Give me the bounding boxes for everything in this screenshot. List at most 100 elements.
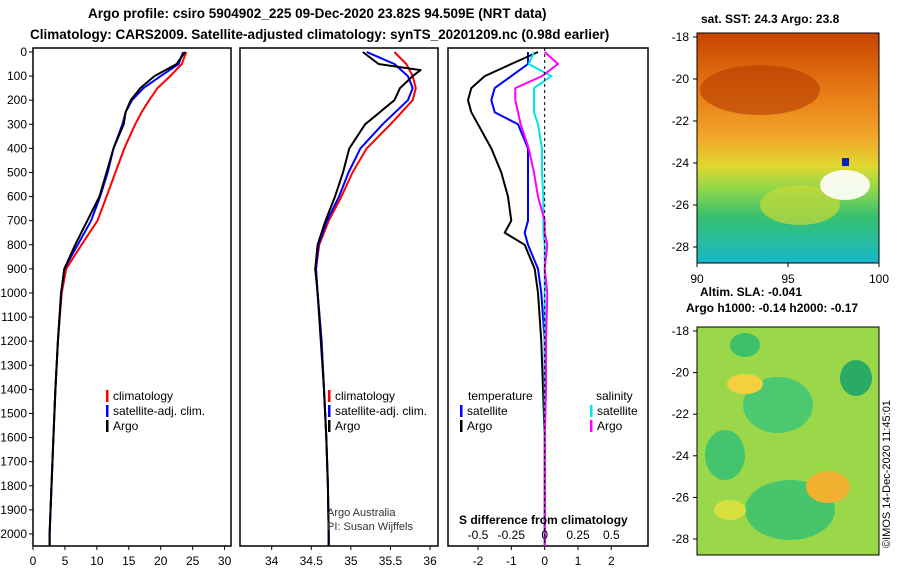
temperature-tick-label-0: 0 [30,554,37,568]
temperature-tick-label-25: 25 [186,554,200,568]
legend-satellite-label: satellite-adj. clim. [113,404,205,418]
salinity-tick-label-36: 36 [423,554,437,568]
temperature-tick-label-20: 20 [154,554,168,568]
temperature-tick-label-5: 5 [62,554,69,568]
sla-lat-label--20: -20 [672,366,690,380]
difference-tick-label-1: 1 [575,554,582,568]
salinity-tick-label-35: 35 [344,554,358,568]
credit-line-1: Argo Australia [327,507,396,519]
legend-climatology-swatch [106,390,109,402]
sst-lat-label--28: -28 [672,240,690,254]
salinity-tick-label-34.5: 34.5 [300,554,324,568]
sal-legend-argo-swatch [328,420,331,432]
depth-tick-label-800: 800 [7,238,27,252]
depth-tick-label-400: 400 [7,141,27,155]
sla-lat-ticks: -18 -20 -22 -24 -26 -28 [672,324,697,546]
sal-legend-climatology-swatch [328,390,331,402]
sal-legend-satellite-swatch [328,405,331,417]
sst-lon-ticks: 90 95 100 [690,263,889,286]
temperature-series [48,51,188,546]
diff-series-salinity-argo-line [514,51,559,546]
sla-lat-label--26: -26 [672,490,690,504]
title-line-2: Climatology: CARS2009. Satellite-adjuste… [30,27,610,42]
sst-cloud-mask [820,170,870,200]
temp-series-satellite-adj-clim--line [48,51,185,546]
sst-warm-patch [700,65,820,115]
sst-lon-label-90: 90 [690,272,704,286]
depth-tick-label-1500: 1500 [0,406,27,420]
legend-sal-satellite-swatch [590,405,593,417]
legend-argo-swatch [106,420,109,432]
sla-warm-blob-2 [727,374,763,394]
legend-temp-satellite-label: satellite [467,404,508,418]
credit-line-2: PI: Susan Wijffels [327,521,413,533]
imos-watermark: ©IMOS 14-Dec-2020 11:45:01 [881,400,893,548]
sla-map-frame [696,326,880,556]
legend-satellite-swatch [106,405,109,417]
difference-tick-label-2: 2 [608,554,615,568]
legend-sal-satellite-label: satellite [597,404,638,418]
sla-blob-3 [705,430,745,480]
temperature-x-axis: 0 5 10 15 20 25 30 [30,546,232,568]
temp-series-argo-line [48,51,186,546]
depth-tick-label-1700: 1700 [0,455,27,469]
difference-tick-label-0: 0 [541,554,548,568]
depth-tick-label-500: 500 [7,165,27,179]
sla-lat-label--18: -18 [672,324,690,338]
sal-series-argo-line [314,51,422,546]
sla-map: -18 -20 -22 -24 -26 -28 [672,324,880,556]
legend-climatology-label: climatology [113,389,173,403]
legend-sal-argo-swatch [590,420,593,432]
sst-lat-label--20: -20 [672,72,690,86]
sst-lon-label-95: 95 [781,272,795,286]
difference-xlabel: S difference from climatology [459,513,628,527]
depth-tick-label-600: 600 [7,190,27,204]
sst-map-title: sat. SST: 24.3 Argo: 23.8 [701,12,840,26]
difference-x-axis: -2 -1 0 1 2 [473,546,615,568]
depth-tick-label-1200: 1200 [0,334,27,348]
difference-tick-label--2: -2 [473,554,484,568]
temperature-legend: climatology satellite-adj. clim. Argo [106,389,205,433]
difference-s-tick-0.25: 0.25 [566,528,590,542]
salinity-panel-frame [239,47,439,547]
sst-lon-label-100: 100 [869,272,889,286]
sst-mid-patch [760,185,840,225]
legend-temp-argo-swatch [460,420,463,432]
sst-map-field [697,33,879,263]
temperature-tick-label-30: 30 [218,554,232,568]
sst-map: -18 -20 -22 -24 -26 -28 90 95 100 [672,30,890,286]
sst-cold-pixel [842,158,849,166]
difference-s-tick-0.5: 0.5 [603,528,620,542]
depth-tick-label-1000: 1000 [0,286,27,300]
temperature-panel-frame [32,47,232,547]
sst-lat-label--18: -18 [672,30,690,44]
sla-blob-4 [840,360,872,396]
sst-lat-ticks: -18 -20 -22 -24 -26 -28 [672,30,697,254]
depth-tick-label-0: 0 [20,45,27,59]
legend-argo-label: Argo [113,419,139,433]
legend-temp-satellite-swatch [460,405,463,417]
depth-tick-label-900: 900 [7,262,27,276]
depth-tick-label-700: 700 [7,214,27,228]
legend-sal-argo-label: Argo [597,419,623,433]
difference-s-tick--0.5: -0.5 [468,528,489,542]
temperature-tick-label-10: 10 [90,554,104,568]
difference-panel-frame [447,47,649,547]
difference-secondary-ticks: -0.5 -0.25 0 0.25 0.5 [468,528,620,542]
difference-legend: temperature salinity satellite Argo sate… [459,389,638,542]
diff-series-temperature-argo-line [467,51,546,546]
depth-tick-label-2000: 2000 [0,527,27,541]
sst-lat-label--26: -26 [672,198,690,212]
sla-title-line-2: Argo h1000: -0.14 h2000: -0.17 [686,301,859,315]
depth-tick-label-1900: 1900 [0,503,27,517]
title-line-1: Argo profile: csiro 5904902_225 09-Dec-2… [88,6,547,21]
legend-temperature-heading: temperature [468,389,533,403]
salinity-tick-label-35.5: 35.5 [379,554,403,568]
temperature-tick-label-15: 15 [122,554,136,568]
sal-legend-argo-label: Argo [335,419,361,433]
difference-s-tick-0: 0 [541,528,548,542]
legend-salinity-heading: salinity [596,389,633,403]
depth-axis: 0 100 200 300 400 500 600 700 800 900 1000 1100 1200… [0,45,33,541]
temp-series-climatology-line [48,51,188,546]
